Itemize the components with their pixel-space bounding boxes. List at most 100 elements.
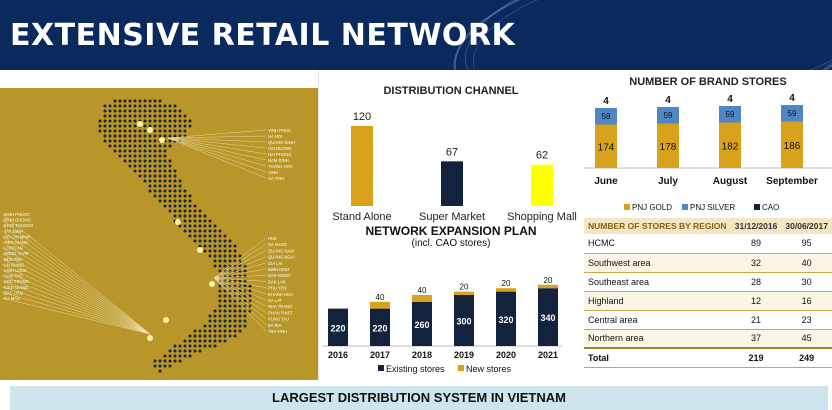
data-label: 340 [540, 313, 555, 323]
map-dot [143, 129, 147, 133]
map-dot [233, 264, 237, 268]
map-dot [238, 264, 242, 268]
map-dot [193, 204, 197, 208]
map-dot [218, 269, 222, 273]
map-dot [133, 129, 137, 133]
leader-line [1, 213, 151, 335]
map-dot [163, 204, 167, 208]
map-dot [238, 294, 242, 298]
map-dot [193, 239, 197, 243]
map-dot [103, 119, 107, 123]
map-dot [163, 189, 167, 193]
leader-line [1, 236, 151, 335]
map-dot [148, 189, 152, 193]
map-dot [203, 224, 207, 228]
map-dot [218, 259, 222, 263]
bar-pnj-gold [657, 123, 679, 168]
map-dot [138, 134, 142, 138]
map-dot [173, 209, 177, 213]
map-dot [223, 284, 227, 288]
map-dot [203, 244, 207, 248]
leader-line [1, 264, 151, 335]
map-dot [153, 179, 157, 183]
map-dot [143, 119, 147, 123]
map-dot [223, 234, 227, 238]
map-dot [228, 289, 232, 293]
map-dot [213, 239, 217, 243]
map-dot [233, 249, 237, 253]
map-dot [203, 229, 207, 233]
map-dot [138, 114, 142, 118]
map-dot [118, 99, 122, 103]
city-label: VUNG TAU [268, 317, 289, 322]
map-dot [218, 304, 222, 308]
column-header-region: NUMBER OF STORES BY REGION [584, 218, 731, 234]
map-dot [233, 324, 237, 328]
map-dot [148, 139, 152, 143]
map-dot [158, 149, 162, 153]
map-dot [178, 214, 182, 218]
map-dot [218, 254, 222, 258]
map-dot [138, 144, 142, 148]
map-dot [138, 149, 142, 153]
map-dot [208, 314, 212, 318]
map-dot [153, 104, 157, 108]
map-dot [128, 159, 132, 163]
map-dot [233, 314, 237, 318]
map-dot [188, 119, 192, 123]
map-dot [238, 254, 242, 258]
map-dot [163, 144, 167, 148]
map-dot [203, 214, 207, 218]
map-dot [158, 184, 162, 188]
bar-existing-stores [328, 308, 348, 346]
map-dot [218, 234, 222, 238]
map-dot [223, 244, 227, 248]
map-dot [168, 354, 172, 358]
map-dot [168, 159, 172, 163]
map-dot [203, 329, 207, 333]
map-dot [113, 134, 117, 138]
map-dot [118, 154, 122, 158]
city-label: QUANG NAM [268, 248, 294, 253]
map-dot [183, 189, 187, 193]
store-count-cell: 249 [781, 347, 832, 368]
map-dot [198, 229, 202, 233]
map-dot [148, 124, 152, 128]
leader-line [1, 225, 151, 335]
leader-line [167, 129, 267, 139]
map-dot [123, 104, 127, 108]
city-label: HAI DUONG [268, 146, 292, 151]
map-dot [163, 354, 167, 358]
bar-shopping-mall [531, 164, 553, 206]
map-dot [98, 129, 102, 133]
map-dot [123, 139, 127, 143]
map-dot [173, 179, 177, 183]
map-dot [198, 349, 202, 353]
city-label: THANH HOA [268, 164, 293, 169]
region-table: NUMBER OF STORES BY REGION 31/12/2016 30… [584, 218, 832, 368]
map-dot [213, 319, 217, 323]
map-dot [193, 339, 197, 343]
city-label: KIEN GIANG [4, 285, 28, 290]
map-dot [163, 164, 167, 168]
map-dot [218, 309, 222, 313]
bar-new-stores [496, 288, 516, 292]
map-dot [248, 299, 252, 303]
bar-stand-alone [351, 126, 373, 206]
store-location-marker [137, 121, 143, 127]
map-dot [168, 104, 172, 108]
legend-label: CAO [762, 203, 779, 212]
map-dot [228, 239, 232, 243]
map-dot [188, 204, 192, 208]
data-label: 40 [376, 293, 385, 302]
map-dot [113, 124, 117, 128]
data-label: 4 [603, 96, 609, 107]
category-label: July [658, 176, 678, 187]
map-dot [143, 104, 147, 108]
map-dot [233, 299, 237, 303]
category-label: August [713, 176, 748, 187]
map-dot [173, 109, 177, 113]
map-dot [148, 174, 152, 178]
city-label: DAK NONG [268, 273, 290, 278]
category-label: 2016 [328, 350, 348, 360]
